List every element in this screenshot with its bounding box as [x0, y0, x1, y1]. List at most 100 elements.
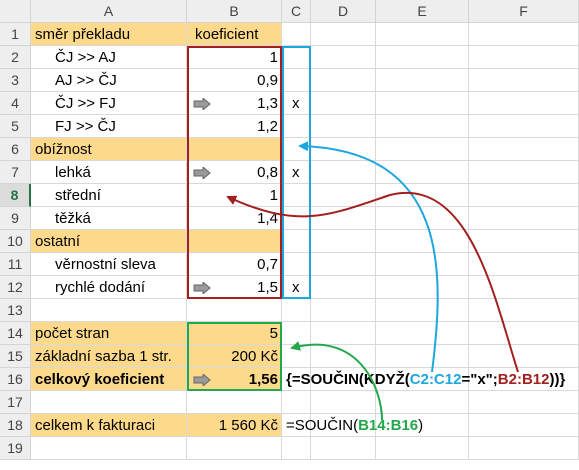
- cell-e4[interactable]: [376, 92, 469, 115]
- cell-e15[interactable]: [376, 345, 469, 368]
- cell-d2[interactable]: [311, 46, 376, 69]
- row-header-6[interactable]: 6: [0, 138, 31, 161]
- cell-d10[interactable]: [311, 230, 376, 253]
- cell-c3[interactable]: [282, 69, 311, 92]
- cell-d8[interactable]: [311, 184, 376, 207]
- cell-c15[interactable]: [282, 345, 311, 368]
- cell-f18[interactable]: [469, 414, 579, 437]
- cell-a19[interactable]: [31, 437, 187, 460]
- cell-e8[interactable]: [376, 184, 469, 207]
- row-header-17[interactable]: 17: [0, 391, 31, 414]
- cell-c2[interactable]: [282, 46, 311, 69]
- cell-a16[interactable]: [31, 368, 187, 391]
- column-header-f[interactable]: F: [469, 0, 579, 23]
- cell-c18[interactable]: [282, 414, 311, 437]
- cell-d14[interactable]: [311, 322, 376, 345]
- cell-c11[interactable]: [282, 253, 311, 276]
- row-header-16[interactable]: 16: [0, 368, 31, 391]
- cell-a14[interactable]: [31, 322, 187, 345]
- cell-e6[interactable]: [376, 138, 469, 161]
- cell-b1[interactable]: [187, 23, 282, 46]
- row-header-1[interactable]: 1: [0, 23, 31, 46]
- cell-a9[interactable]: [31, 207, 187, 230]
- cell-e9[interactable]: [376, 207, 469, 230]
- column-header-e[interactable]: E: [376, 0, 469, 23]
- cell-a11[interactable]: [31, 253, 187, 276]
- cell-e11[interactable]: [376, 253, 469, 276]
- cell-d15[interactable]: [311, 345, 376, 368]
- cell-e14[interactable]: [376, 322, 469, 345]
- cell-d13[interactable]: [311, 299, 376, 322]
- row-header-19[interactable]: 19: [0, 437, 31, 460]
- column-header-a[interactable]: A: [31, 0, 187, 23]
- cell-d9[interactable]: [311, 207, 376, 230]
- row-header-12[interactable]: 12: [0, 276, 31, 299]
- cell-e3[interactable]: [376, 69, 469, 92]
- row-header-9[interactable]: 9: [0, 207, 31, 230]
- cell-c9[interactable]: [282, 207, 311, 230]
- cell-f17[interactable]: [469, 391, 579, 414]
- cell-f2[interactable]: [469, 46, 579, 69]
- cell-e12[interactable]: [376, 276, 469, 299]
- cell-d3[interactable]: [311, 69, 376, 92]
- cell-f7[interactable]: [469, 161, 579, 184]
- row-header-13[interactable]: 13: [0, 299, 31, 322]
- cell-d4[interactable]: [311, 92, 376, 115]
- column-header-b[interactable]: B: [187, 0, 282, 23]
- cell-e16[interactable]: [376, 368, 469, 391]
- cell-e1[interactable]: [376, 23, 469, 46]
- cell-a8[interactable]: [31, 184, 187, 207]
- cell-a18[interactable]: [31, 414, 187, 437]
- cell-b18[interactable]: [187, 414, 282, 437]
- cell-a4[interactable]: [31, 92, 187, 115]
- cell-a10[interactable]: [31, 230, 187, 253]
- cell-c17[interactable]: [282, 391, 311, 414]
- cell-c13[interactable]: [282, 299, 311, 322]
- cell-d7[interactable]: [311, 161, 376, 184]
- cell-a1[interactable]: [31, 23, 187, 46]
- row-header-7[interactable]: 7: [0, 161, 31, 184]
- cell-f10[interactable]: [469, 230, 579, 253]
- cell-a17[interactable]: [31, 391, 187, 414]
- cell-a15[interactable]: [31, 345, 187, 368]
- cell-e10[interactable]: [376, 230, 469, 253]
- cell-c19[interactable]: [282, 437, 311, 460]
- row-header-15[interactable]: 15: [0, 345, 31, 368]
- cell-e19[interactable]: [376, 437, 469, 460]
- cell-a13[interactable]: [31, 299, 187, 322]
- cell-f13[interactable]: [469, 299, 579, 322]
- cell-a3[interactable]: [31, 69, 187, 92]
- cell-c10[interactable]: [282, 230, 311, 253]
- row-header-5[interactable]: 5: [0, 115, 31, 138]
- cell-f8[interactable]: [469, 184, 579, 207]
- cell-f11[interactable]: [469, 253, 579, 276]
- cell-b19[interactable]: [187, 437, 282, 460]
- cell-f4[interactable]: [469, 92, 579, 115]
- row-header-11[interactable]: 11: [0, 253, 31, 276]
- row-header-18[interactable]: 18: [0, 414, 31, 437]
- select-all-corner[interactable]: [0, 0, 31, 23]
- row-header-10[interactable]: 10: [0, 230, 31, 253]
- row-header-4[interactable]: 4: [0, 92, 31, 115]
- cell-e2[interactable]: [376, 46, 469, 69]
- cell-b6[interactable]: [187, 138, 282, 161]
- cell-d12[interactable]: [311, 276, 376, 299]
- cell-d11[interactable]: [311, 253, 376, 276]
- cell-f19[interactable]: [469, 437, 579, 460]
- cell-a2[interactable]: [31, 46, 187, 69]
- cell-b17[interactable]: [187, 391, 282, 414]
- cell-d1[interactable]: [311, 23, 376, 46]
- cell-d6[interactable]: [311, 138, 376, 161]
- cell-f1[interactable]: [469, 23, 579, 46]
- row-header-8[interactable]: 8: [0, 184, 31, 207]
- cell-c5[interactable]: [282, 115, 311, 138]
- cell-c8[interactable]: [282, 184, 311, 207]
- cell-f3[interactable]: [469, 69, 579, 92]
- cell-f15[interactable]: [469, 345, 579, 368]
- row-header-2[interactable]: 2: [0, 46, 31, 69]
- cell-f12[interactable]: [469, 276, 579, 299]
- cell-a7[interactable]: [31, 161, 187, 184]
- cell-e17[interactable]: [376, 391, 469, 414]
- cell-f5[interactable]: [469, 115, 579, 138]
